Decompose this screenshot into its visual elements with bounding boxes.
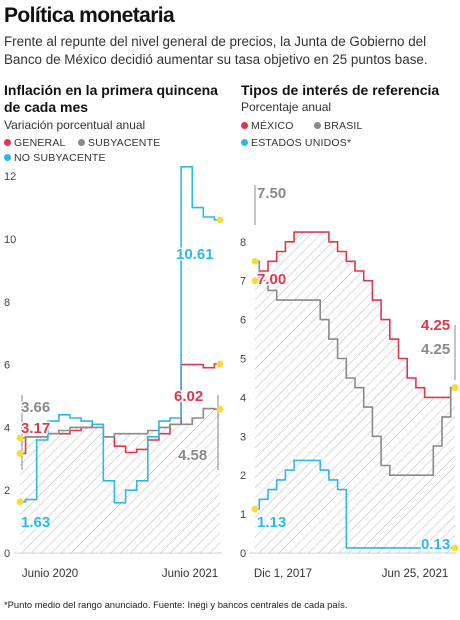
legend-swatch-red: [4, 139, 11, 146]
data-label: 4.58: [178, 447, 207, 464]
y-tick-label: 5: [240, 354, 246, 366]
y-tick-label: 4: [240, 392, 246, 404]
inflation-unit-label: Variación porcentual anual: [4, 118, 146, 132]
data-label: 3.17: [21, 420, 50, 437]
page-subtitle: Frente al repunte del nivel general de p…: [4, 34, 428, 67]
legend-swatch-gray: [314, 122, 321, 129]
legend-item-brasil: BRASIL: [314, 120, 363, 132]
y-tick-label: 8: [240, 237, 246, 249]
legend-label-brasil: BRASIL: [324, 120, 363, 132]
rates-unit-label: Porcentaje anual: [241, 100, 332, 114]
y-tick-label: 12: [4, 171, 16, 183]
y-tick-label: 6: [4, 360, 10, 372]
endpoint-dot: [251, 257, 259, 265]
data-label: 7.50: [257, 185, 286, 202]
data-label: 4.25: [421, 317, 450, 334]
endpoint-dot: [16, 450, 24, 457]
series-line-subyacente: [20, 407, 220, 439]
data-label: 6.02: [174, 388, 203, 405]
legend-label-subyacente: SUBYACENTE: [88, 137, 161, 149]
series-line-m-xico: [255, 231, 455, 399]
series-line-no-subyacente: [20, 166, 220, 504]
series-line-brasil: [255, 260, 455, 476]
rates-panel-title: Tipos de interés de referencia: [241, 82, 440, 98]
endpoint-dot: [451, 544, 459, 552]
series-line-estados-unidos-: [255, 459, 455, 549]
y-tick-label: 4: [4, 422, 10, 434]
data-label: 7.00: [257, 271, 286, 288]
footnote: *Punto medio del rango anunciado. Fuente…: [4, 599, 348, 610]
endpoint-dot: [16, 434, 24, 442]
data-label: 10.61: [176, 246, 214, 263]
y-tick-label: 10: [4, 234, 16, 246]
y-tick-label: 0: [4, 548, 10, 560]
inflation-panel-title: Inflación en la primera quincena de cada…: [4, 82, 218, 115]
endpoint-dot: [16, 498, 24, 506]
legend-item-estados-unidos: ESTADOS UNIDOS*: [241, 137, 351, 149]
data-label: 1.63: [21, 514, 50, 531]
legend-swatch-blue: [241, 139, 248, 146]
x-tick-label: Dic 1, 2017: [254, 568, 312, 580]
legend-swatch-red: [241, 122, 248, 129]
data-label: 3.66: [21, 399, 50, 416]
endpoint-dot: [216, 405, 224, 413]
x-tick-label: Junio 2020: [22, 568, 78, 580]
endpoint-dot: [216, 360, 224, 368]
legend-label-estados-unidos: ESTADOS UNIDOS*: [251, 137, 352, 149]
hatched-area: [20, 408, 220, 553]
data-label: 4.25: [421, 341, 450, 358]
y-tick-label: 8: [4, 297, 10, 309]
legend-swatch-gray: [78, 139, 85, 146]
legend-label-no-subyacente: NO SUBYACENTE: [14, 152, 106, 164]
legend-item-general: GENERAL: [4, 137, 66, 149]
endpoint-dot: [251, 505, 259, 513]
legend-swatch-blue: [4, 154, 11, 161]
legend-label-mexico: MÉXICO: [251, 120, 294, 132]
y-tick-label: 0: [240, 548, 246, 560]
x-tick-label: Jun 25, 2021: [382, 568, 449, 580]
y-tick-label: 7: [240, 276, 246, 288]
y-tick-label: 1: [240, 509, 246, 521]
y-tick-label: 6: [240, 315, 246, 327]
y-tick-label: 2: [4, 485, 10, 497]
legend-label-general: GENERAL: [14, 137, 66, 149]
data-label: 0.13: [421, 536, 450, 553]
hatched-area: [255, 232, 455, 553]
x-tick-label: Junio 2021: [162, 568, 218, 580]
data-label: 1.13: [257, 514, 286, 531]
page-title: Política monetaria: [4, 4, 175, 27]
legend-item-mexico: MÉXICO: [241, 120, 294, 132]
endpoint-dot: [451, 384, 459, 392]
y-tick-label: 3: [240, 431, 246, 443]
y-tick-label: 2: [240, 470, 246, 482]
legend-item-subyacente: SUBYACENTE: [78, 137, 160, 149]
endpoint-dot: [216, 216, 224, 224]
endpoint-dot: [251, 277, 259, 285]
legend-item-no-subyacente: NO SUBYACENTE: [4, 152, 106, 164]
